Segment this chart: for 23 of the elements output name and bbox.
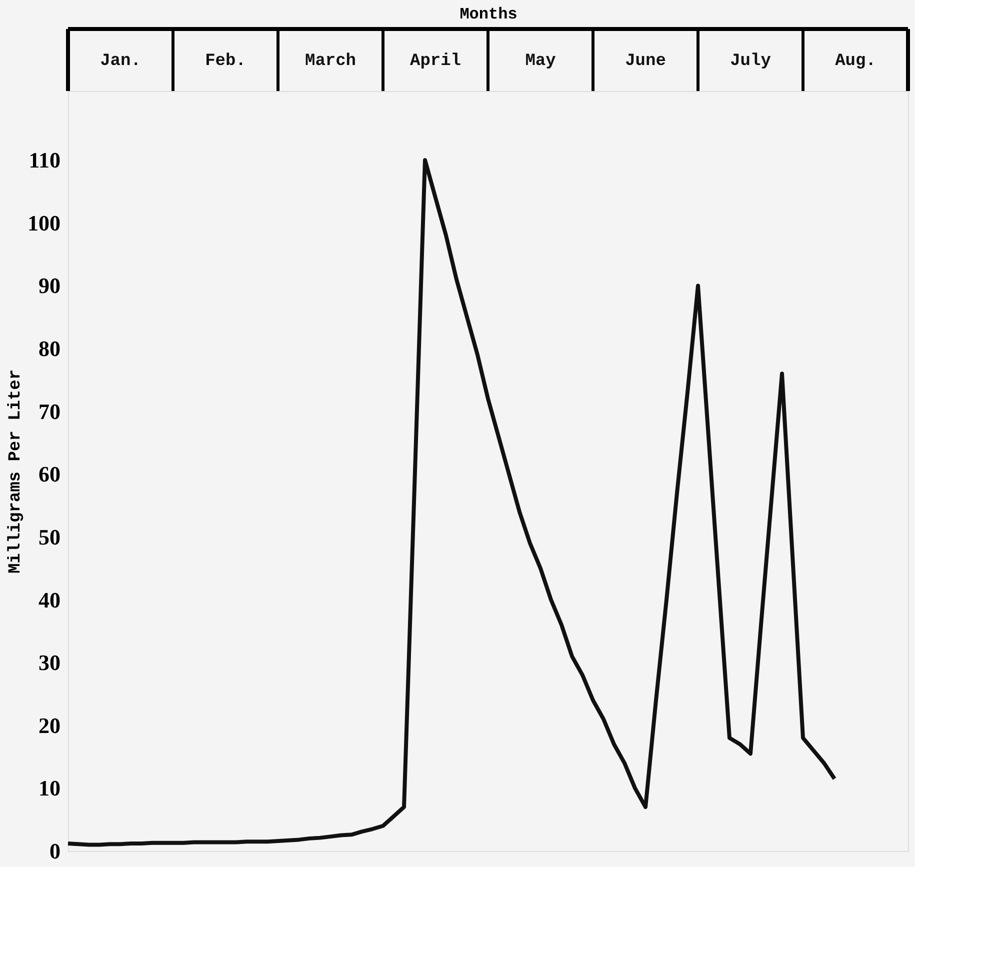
- y-axis-title: Milligrams Per Liter: [6, 369, 26, 574]
- y-tick-label: 60: [38, 462, 60, 487]
- y-tick-label: 70: [38, 398, 60, 424]
- y-tick-label: 10: [38, 776, 60, 801]
- y-tick-label: 110: [28, 148, 60, 173]
- x-axis-title: Months: [460, 6, 518, 24]
- text: July: [730, 52, 771, 71]
- y-tick-label: 30: [38, 650, 60, 676]
- text: March: [304, 52, 356, 71]
- text: May: [525, 52, 556, 71]
- y-tick-label: 90: [38, 273, 60, 298]
- text: Feb.: [205, 52, 246, 71]
- y-tick-label: 40: [38, 587, 60, 612]
- y-tick-label: 100: [28, 210, 60, 236]
- text: Jan.: [100, 52, 141, 71]
- line-series: [66, 158, 836, 847]
- text: April: [410, 52, 462, 71]
- y-tick-label: 50: [38, 524, 60, 550]
- y-tick-label: 20: [38, 712, 60, 738]
- y-tick-label: 0: [50, 838, 60, 864]
- text: June: [625, 52, 666, 71]
- text: Aug.: [835, 52, 876, 71]
- y-tick-label: 80: [38, 336, 60, 362]
